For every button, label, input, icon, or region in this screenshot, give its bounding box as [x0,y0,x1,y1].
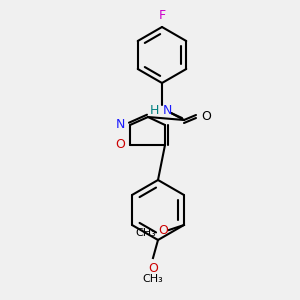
Text: CH₃: CH₃ [142,274,164,284]
Text: H: H [150,104,159,118]
Text: O: O [115,139,125,152]
Text: O: O [158,224,168,236]
Text: O: O [148,262,158,275]
Text: CH₃: CH₃ [135,228,156,238]
Text: N: N [163,104,172,118]
Text: N: N [116,118,125,131]
Text: F: F [158,9,166,22]
Text: O: O [201,110,211,122]
